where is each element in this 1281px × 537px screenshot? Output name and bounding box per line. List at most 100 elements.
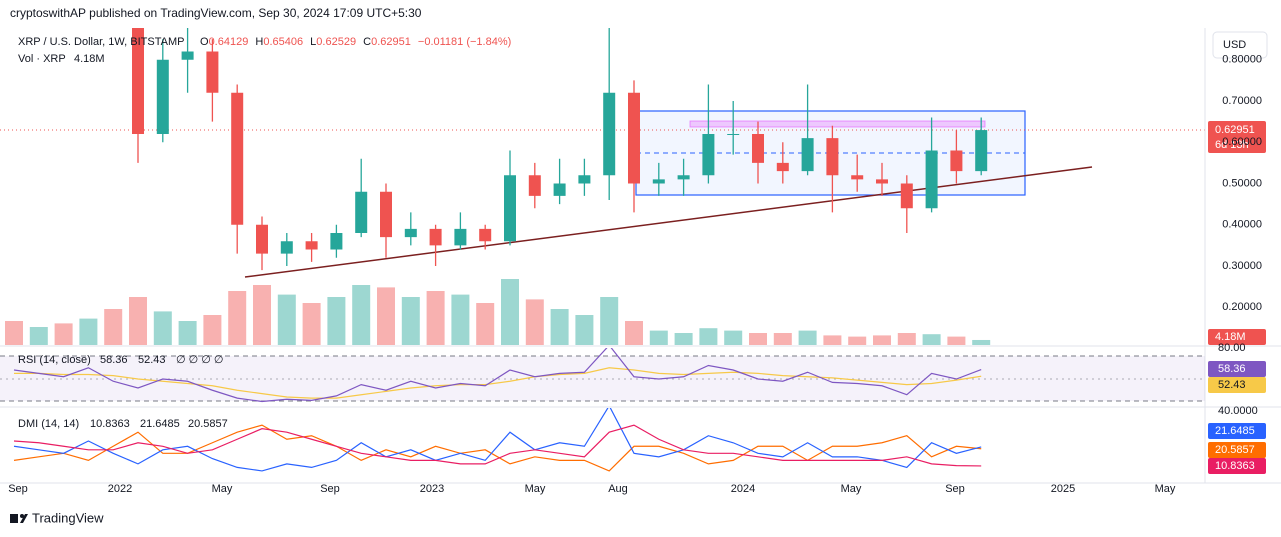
volume-bar [426,291,445,345]
dmi-plus: 21.6485 [140,418,180,430]
volume-bar [54,323,73,345]
volume-bar [749,333,767,345]
volume-bar [848,336,867,345]
volume-bar [352,285,371,345]
candle-body [876,179,888,184]
open: 0.64129 [209,36,249,48]
volume-bar [178,321,197,345]
candle-body [801,138,814,172]
footer: TradingView [32,510,104,525]
logo [10,514,28,523]
dmi-axis-label: 40.0000 [1218,405,1258,417]
countdown: 6d 13h [1215,139,1249,151]
candle-body [305,241,318,250]
volume-bar [724,330,743,345]
time-label: Sep [8,483,28,495]
volume-bar [525,299,544,345]
volume-bar [575,315,594,345]
plus-di-line [13,408,982,472]
volume-bar [253,285,271,345]
candle-body [553,183,566,196]
adx-line [13,424,982,467]
volume-bar [897,333,916,345]
dmi-minus: 20.5857 [188,418,228,430]
rsi-title: RSI (14, close) [18,354,91,366]
time-label: Sep [320,483,340,495]
volume-bar [104,309,123,345]
time-label: 2025 [1051,483,1075,495]
candle-body [280,241,293,254]
candle-body [652,179,665,184]
volume-bar [327,297,346,345]
rsi-ma-box [1208,377,1266,393]
volume-bar [699,328,718,345]
volume-bar [153,311,172,345]
rsi-extras: ∅ ∅ ∅ ∅ [176,354,224,366]
candle-body [355,191,368,233]
h: H [255,36,263,48]
candle-body [628,92,640,184]
candle-body [479,228,492,242]
time-label: 2023 [420,483,444,495]
minus-di-line [13,424,982,472]
dmi-adx: 10.8363 [90,418,130,430]
candle-body [380,191,392,238]
candle-body [752,134,764,163]
l: L [310,36,316,48]
adx-box [1208,458,1266,474]
candle-body [206,51,219,93]
volume-bar [203,315,222,345]
candle-body [900,183,913,209]
time-label: 2022 [108,483,132,495]
volume-bar [302,303,321,345]
low: 0.62529 [316,36,356,48]
volume-value: 4.18M [74,53,105,65]
close: 0.62951 [371,36,411,48]
volume-bar [625,321,643,345]
candle-body [156,59,169,134]
time-label: May [525,483,546,495]
candle-body [702,134,715,176]
volume-bar [501,279,519,345]
volume-bar [401,297,420,345]
volume-bar [823,335,842,345]
plus-axis-value: 21.6485 [1215,425,1255,437]
minus-box [1208,442,1266,458]
candle-body [132,28,144,134]
time-label: 2024 [731,483,755,495]
candle-body [925,150,938,209]
candle-body [727,134,740,135]
price-tick-label: 0.50000 [1222,177,1262,189]
rsi-ma-axis-value: 52.43 [1218,379,1246,391]
volume-title: Vol · XRP [18,53,66,65]
high: 0.65406 [263,36,303,48]
volume-bar [972,339,991,345]
rsi-line [13,348,982,403]
currency-button[interactable] [1212,31,1268,59]
last-price: 0.62951 [1215,124,1255,136]
price-tick-label: 0.40000 [1222,219,1262,231]
ohlc: O0.64129 H0.65406 L0.62529 C0.62951 −0.0… [200,36,511,48]
candle-body [404,228,417,238]
candle-body [776,162,789,172]
publisher: cryptoswithAP published on TradingView.c… [10,6,422,20]
rsi-band [0,356,1205,401]
volume-box [1208,329,1266,345]
c: C [363,36,371,48]
volume-bar [922,334,941,345]
volume-bar [674,333,693,345]
candle-body [851,175,864,180]
adx-axis-value: 10.8363 [1215,460,1255,472]
candle-body [330,233,343,250]
time-label: Aug [608,483,628,495]
volume-bar [476,303,495,345]
volume-bar [773,333,792,345]
candle-body [603,92,616,176]
o: O [200,36,209,48]
volume-bar [5,321,23,345]
candle-body [826,138,839,176]
change: −0.01181 (−1.84%) [418,36,511,48]
volume-axis-label: 4.18M [1215,331,1246,343]
candle-body [256,224,268,254]
